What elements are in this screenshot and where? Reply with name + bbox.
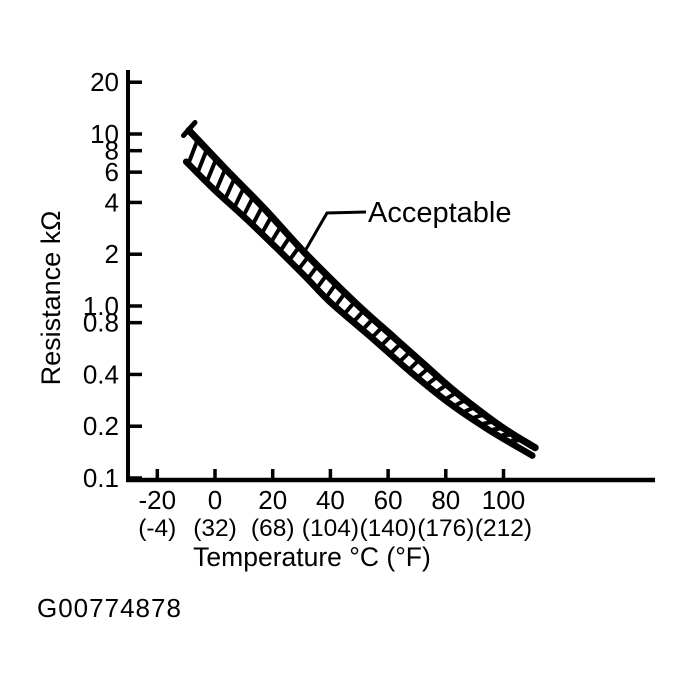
y-tick-label: 2: [105, 239, 119, 269]
hatch-mark: [343, 302, 355, 314]
x-tick-label-fahrenheit: (140): [359, 515, 416, 542]
acceptable-leader-line: [303, 210, 367, 252]
x-tick-label-fahrenheit: (68): [251, 515, 295, 542]
hatch-mark: [362, 318, 374, 330]
acceptable-band-hatching: [187, 140, 520, 443]
hatch-mark: [242, 197, 254, 216]
hatch-mark: [288, 246, 300, 261]
hatch-mark: [251, 207, 264, 225]
y-tick-label: 4: [105, 187, 119, 217]
hatch-mark: [214, 169, 227, 191]
x-axis-tick-labels: -20(-4) 0(32) 20(68) 40(104) 60(140) 80(176) 1…: [138, 485, 532, 542]
x-tick-label-fahrenheit: (176): [417, 515, 474, 542]
y-tick-label: 0.1: [83, 463, 119, 493]
x-tick-label-fahrenheit: (212): [475, 515, 532, 542]
hatch-mark: [389, 343, 401, 355]
upper-curve-start-cap: [181, 120, 198, 138]
y-tick-label: 8: [105, 136, 119, 166]
y-tick-label: 10: [90, 119, 119, 149]
hatch-mark: [223, 179, 236, 199]
y-tick-label: 0.4: [83, 359, 119, 389]
x-tick-label-celsius: 20: [258, 485, 287, 515]
hatch-mark: [196, 150, 209, 172]
y-tick-label: 6: [105, 157, 119, 187]
hatch-mark: [353, 310, 365, 322]
acceptable-label: Acceptable: [368, 197, 512, 229]
y-tick-label: 0.8: [83, 308, 119, 338]
hatch-mark: [408, 359, 420, 371]
hatch-mark: [371, 326, 383, 338]
x-tick-label-fahrenheit: (32): [193, 515, 237, 542]
hatch-mark: [399, 351, 410, 363]
figure-code: G00774878: [37, 593, 182, 623]
lower-limit-curve: [182, 158, 536, 459]
y-tick-label: 1.0: [83, 291, 119, 321]
x-axis-title: Temperature °C (°F): [193, 542, 431, 572]
hatch-mark: [233, 188, 245, 207]
x-tick-label-celsius: 60: [374, 485, 403, 515]
hatch-mark: [297, 256, 309, 270]
hatch-mark: [270, 226, 282, 243]
x-tick-label-fahrenheit: (-4): [138, 515, 176, 542]
hatch-mark: [380, 335, 392, 347]
x-tick-label-celsius: -20: [139, 485, 177, 515]
hatch-mark: [260, 216, 273, 234]
y-axis-ticks: [128, 80, 142, 480]
x-tick-label-celsius: 100: [482, 485, 525, 515]
hatch-mark: [316, 274, 328, 289]
y-tick-label: 20: [90, 67, 119, 97]
hatch-mark: [417, 367, 429, 378]
x-tick-label-celsius: 0: [208, 485, 222, 515]
hatch-mark: [205, 160, 218, 182]
x-tick-label-celsius: 40: [316, 485, 345, 515]
hatch-mark: [325, 283, 337, 298]
hatch-mark: [279, 236, 291, 252]
hatch-mark: [307, 265, 319, 279]
x-tick-label-fahrenheit: (104): [302, 515, 359, 542]
y-axis-title: Resistance kΩ: [36, 211, 66, 386]
x-tick-label-celsius: 80: [431, 485, 460, 515]
hatch-mark: [187, 140, 199, 163]
hatch-mark: [334, 292, 346, 307]
upper-limit-curve: [185, 126, 539, 452]
x-axis-ticks: [155, 469, 506, 480]
y-tick-label: 0.2: [83, 411, 119, 441]
limit-curves: [182, 126, 539, 459]
